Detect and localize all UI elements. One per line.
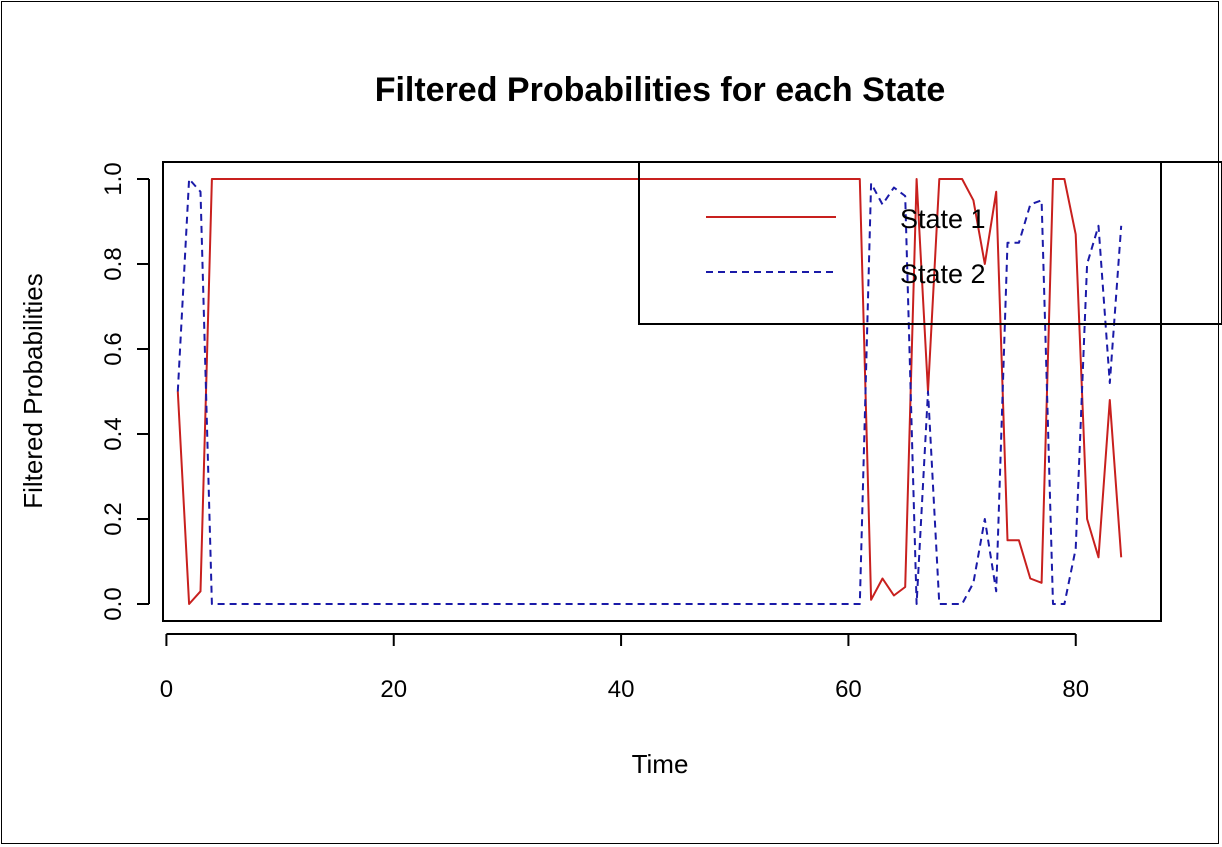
y-tick-label: 0.0 [100, 587, 127, 620]
x-tick-label: 20 [380, 676, 407, 703]
x-tick-label: 80 [1062, 676, 1089, 703]
legend-box [638, 161, 1222, 325]
x-axis: 0 20 40 60 80 [160, 633, 1089, 703]
legend-label-state-2: State 2 [900, 259, 986, 289]
plot-area-border [162, 161, 1162, 622]
y-tick-label: 0.8 [100, 247, 127, 280]
y-tick-label: 0.6 [100, 332, 127, 365]
y-tick-label: 1.0 [100, 162, 127, 195]
y-tick-label: 0.2 [100, 502, 127, 535]
y-axis-label: Filtered Probabilities [18, 273, 48, 509]
y-tick-label: 0.4 [100, 417, 127, 450]
x-tick-label: 60 [835, 676, 862, 703]
y-axis: 0.0 0.2 0.4 0.6 0.8 1.0 [100, 162, 150, 621]
legend-label-state-1: State 1 [900, 204, 986, 234]
series-line-state-2 [176, 178, 1123, 605]
x-axis-label: Time [632, 749, 689, 779]
x-tick-label: 0 [160, 676, 173, 703]
series-layer [176, 178, 1123, 605]
legend: State 1 State 2 [638, 161, 1222, 325]
x-tick-label: 40 [608, 676, 635, 703]
series-line-state-1 [176, 178, 1123, 605]
chart-title: Filtered Probabilities for each State [375, 71, 946, 109]
